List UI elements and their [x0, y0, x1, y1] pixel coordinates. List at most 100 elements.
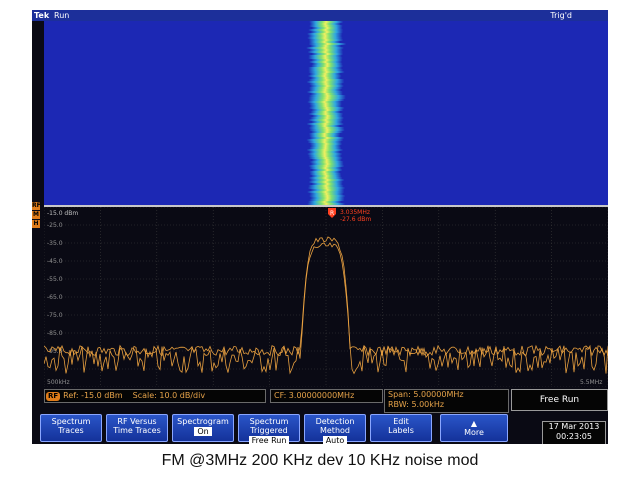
- spectrogram-row: [309, 83, 343, 85]
- spectrogram-row: [308, 97, 346, 99]
- spectrogram-row: [310, 189, 345, 191]
- spectrogram-row: [311, 169, 343, 171]
- spectrogram-row: [307, 187, 346, 189]
- spectrogram-row: [309, 137, 345, 139]
- frequency-marker[interactable]: R 3.035MHz -27.6 dBm: [328, 208, 371, 223]
- display-divider[interactable]: [44, 205, 608, 207]
- free-run-indicator[interactable]: Free Run: [511, 389, 608, 411]
- spectrogram-row: [308, 181, 343, 183]
- spectrogram-row: [310, 197, 345, 199]
- spectrogram-row: [309, 87, 343, 89]
- time: 00:23:05: [556, 432, 592, 441]
- status-bar: Tek Run Trig'd: [32, 10, 608, 21]
- spectrogram-row: [308, 119, 344, 121]
- spectrogram-row: [309, 171, 341, 173]
- readout-row: RF Ref: -15.0 dBm Scale: 10.0 dB/div CF: 3…: [44, 388, 608, 413]
- ref-scale-readout[interactable]: RF Ref: -15.0 dBm Scale: 10.0 dB/div: [44, 389, 266, 403]
- y-tick-label: -85.0: [47, 330, 63, 337]
- marker-icon[interactable]: [328, 208, 336, 218]
- edit-labels-button[interactable]: Edit Labels: [370, 414, 432, 442]
- marker-id: R: [330, 210, 334, 217]
- spectrogram-row: [310, 31, 343, 33]
- y-tick-label: -55.0: [47, 276, 63, 283]
- spectrogram-row: [309, 103, 342, 105]
- softkey-value: Free Run: [248, 436, 290, 444]
- spectrum-traces-button[interactable]: Spectrum Traces: [40, 414, 102, 442]
- spectrogram-display: [44, 21, 608, 205]
- spectrogram-row: [310, 111, 341, 113]
- rf-versus-time-traces-button[interactable]: RF Versus Time Traces: [106, 414, 168, 442]
- spectrogram-row: [308, 69, 344, 71]
- spectrogram-row: [310, 45, 342, 47]
- x-axis-left-label: 500kHz: [47, 379, 70, 386]
- spectrogram-row: [308, 165, 345, 167]
- spectrogram-row: [308, 39, 344, 41]
- spectrogram-row: [308, 41, 341, 43]
- spectrogram-row: [310, 117, 344, 119]
- spectrogram-row: [308, 157, 343, 159]
- spectrogram-row: [308, 113, 344, 115]
- softkey-label: Detection: [315, 417, 355, 426]
- softkey-label: Method: [319, 426, 350, 435]
- spectrogram-row: [308, 57, 343, 59]
- spectrogram-row: [307, 153, 343, 155]
- spectrogram-row: [309, 143, 343, 145]
- spectrogram-band: [306, 21, 347, 205]
- softkey-bar: Spectrum Traces RF Versus Time Traces Sp…: [40, 414, 540, 444]
- date: 17 Mar 2013: [548, 422, 600, 431]
- spectrogram-row: [308, 79, 345, 81]
- marker-frequency: 3.035MHz: [340, 209, 370, 216]
- trigger-status: Trig'd: [550, 11, 572, 20]
- spectrum-grid: [44, 207, 608, 387]
- spectrogram-row: [309, 193, 344, 195]
- y-tick-label: -75.0: [47, 312, 63, 319]
- span-rbw-readout[interactable]: Span: 5.00000MHz RBW: 5.00kHz: [384, 389, 509, 413]
- marker-level: -27.6 dBm: [340, 216, 371, 223]
- softkey-value: Auto: [322, 436, 348, 444]
- softkey-label: Spectrum: [51, 417, 91, 426]
- spectrogram-row: [307, 33, 343, 35]
- cf-readout: CF: 3.00000000MHz: [274, 391, 355, 400]
- spectrogram-row: [309, 23, 341, 25]
- center-frequency-readout[interactable]: CF: 3.00000000MHz: [270, 389, 383, 403]
- spectrogram-row: [310, 93, 343, 95]
- spectrogram-row: [310, 179, 345, 181]
- y-tick-label: -45.0: [47, 258, 63, 265]
- spectrum-triggered-button[interactable]: Spectrum Triggered Free Run: [238, 414, 300, 444]
- spectrogram-row: [308, 155, 342, 157]
- softkey-label: Time Traces: [113, 426, 161, 435]
- rbw-readout: RBW: 5.00kHz: [388, 400, 445, 409]
- mode-readout: Free Run: [539, 395, 580, 405]
- spectrogram-row: [306, 47, 344, 49]
- spectrogram-row: [308, 185, 344, 187]
- y-tick-label: -65.0: [47, 294, 63, 301]
- spectrogram-row: [307, 37, 343, 39]
- ref-level-label: -15.0 dBm: [47, 210, 78, 217]
- spectrogram-row: [309, 49, 343, 51]
- spectrogram-row: [311, 53, 344, 55]
- spectrum-trace-max: [44, 236, 608, 357]
- spectrogram-row: [309, 89, 342, 91]
- detection-method-button[interactable]: Detection Method Auto: [304, 414, 366, 444]
- spectrogram-row: [309, 21, 344, 23]
- spectrogram-row: [309, 125, 341, 127]
- spectrogram-row: [307, 75, 342, 77]
- spectrogram-row: [311, 175, 342, 177]
- h-marker-tag: H: [32, 220, 40, 228]
- spectrogram-button[interactable]: Spectrogram On: [172, 414, 234, 442]
- y-tick-label: -95.0: [47, 348, 63, 355]
- spectrogram-row: [310, 85, 344, 87]
- scale-readout: Scale: 10.0 dB/div: [132, 391, 206, 400]
- side-markers: RF M H: [32, 202, 42, 229]
- spectrogram-row: [308, 35, 343, 37]
- spectrum-trace: [44, 242, 608, 375]
- spectrogram-row: [308, 67, 343, 69]
- y-tick-label: -35.0: [47, 240, 63, 247]
- softkey-value: On: [194, 427, 212, 436]
- acquisition-status: Run: [54, 11, 70, 20]
- spectrogram-row: [309, 173, 342, 175]
- spectrogram-row: [310, 163, 344, 165]
- spectrogram-row: [308, 127, 345, 129]
- more-button[interactable]: ▲ More: [440, 414, 508, 442]
- softkey-label: Labels: [388, 426, 414, 435]
